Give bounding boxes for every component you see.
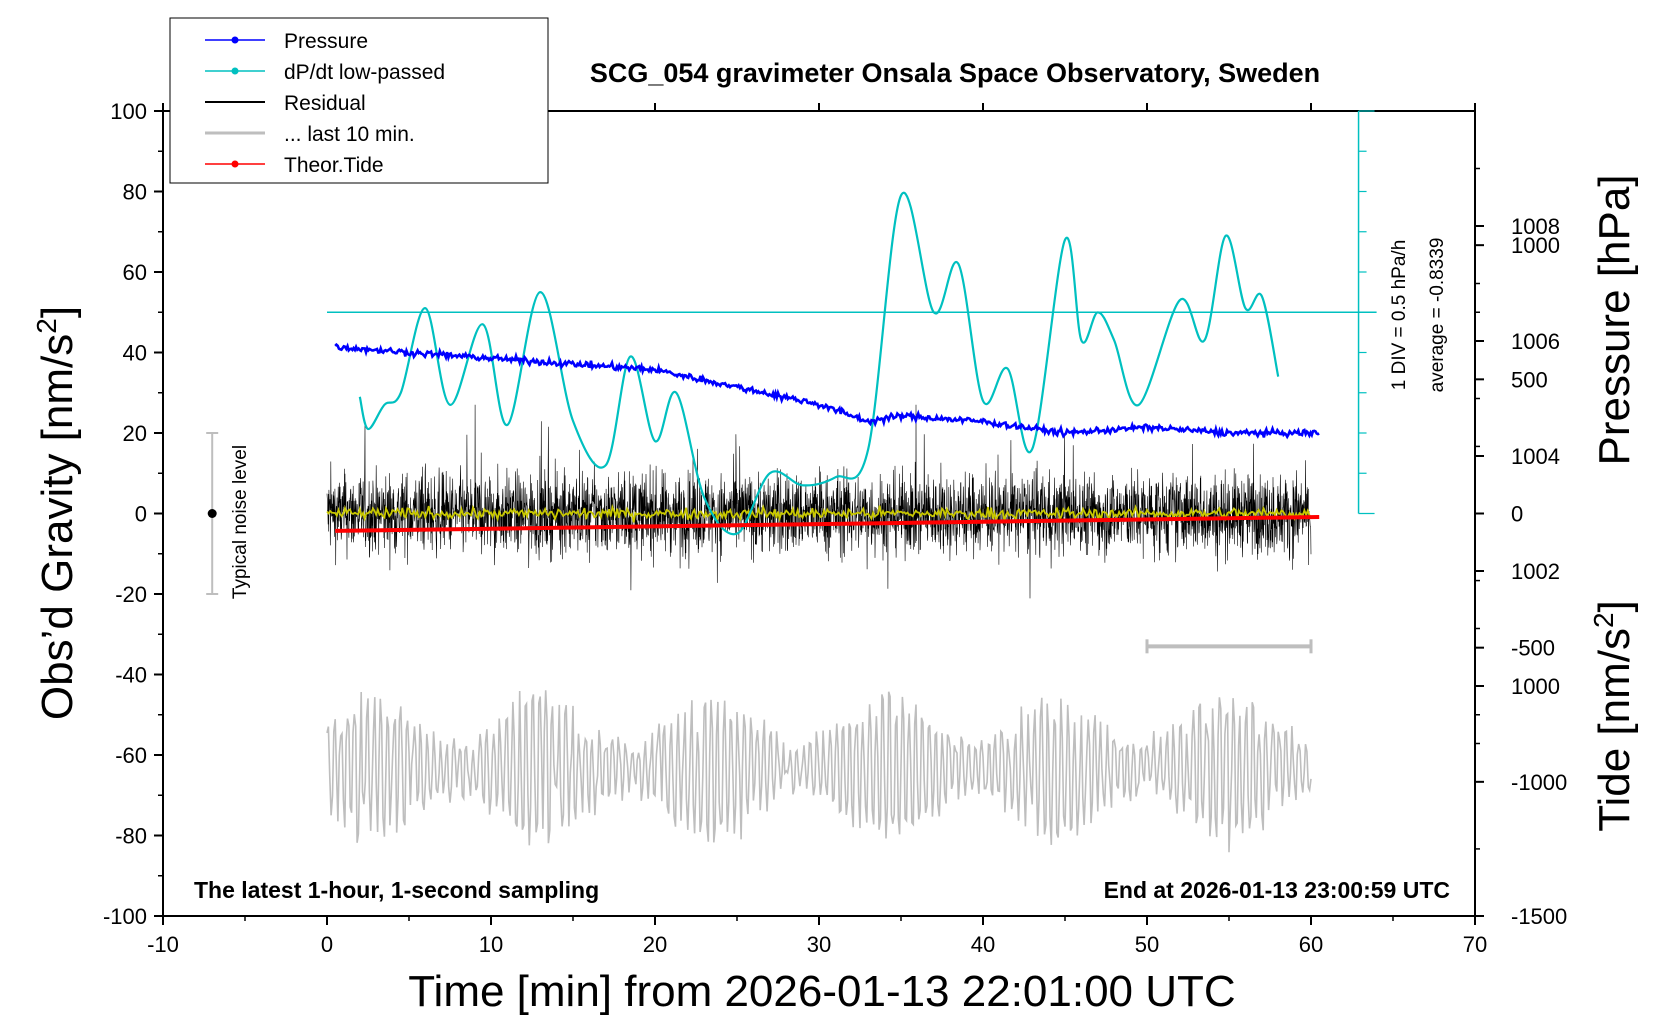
legend-dpdt-marker — [231, 67, 239, 75]
pressure-axis: 1000 1002 1004 1006 1008 — [1475, 167, 1560, 745]
y-axis-title-left-main: Obs’d Gravity [nm/s — [33, 334, 82, 720]
pressure-axis-title: Pressure [hPa] — [1590, 174, 1639, 465]
x-tick-label: 0 — [321, 932, 333, 957]
y-tick-label: -100 — [103, 904, 147, 929]
annotation-left: The latest 1-hour, 1-second sampling — [194, 877, 599, 903]
pressure-series — [334, 342, 1320, 440]
y-tick-label: -60 — [115, 743, 147, 768]
x-tick-label: -10 — [147, 932, 179, 957]
pressure-tick-label: 1000 — [1511, 674, 1560, 699]
tide-tick-label: 500 — [1511, 367, 1548, 392]
legend-tide-marker — [231, 160, 239, 168]
dpdt-series — [358, 191, 1280, 536]
legend-box — [169, 17, 549, 184]
x-tick-label: 60 — [1299, 932, 1323, 957]
y-axis-left: -100 -80 -60 -40 -20 0 20 40 60 80 100 — [103, 99, 163, 929]
tide-axis-title-end: ] — [1590, 600, 1639, 612]
x-tick-label: 10 — [479, 932, 503, 957]
x-tick-label: 40 — [971, 932, 995, 957]
pressure-tick-label: 1002 — [1511, 559, 1560, 584]
x-tick-label: 30 — [807, 932, 831, 957]
theoretical-tide-series — [335, 515, 1320, 533]
pressure-tick-label: 1004 — [1511, 444, 1560, 469]
y-axis-title-left: Obs’d Gravity [nm/s2] — [31, 306, 82, 720]
tide-axis-title-sup: 2 — [1588, 612, 1619, 628]
x-tick-label: 20 — [643, 932, 667, 957]
y-tick-label: -80 — [115, 824, 147, 849]
x-axis-title: Time [min] from 2026-01-13 22:01:00 UTC — [408, 967, 1235, 1016]
y-tick-label: -40 — [115, 663, 147, 688]
annotation-right: End at 2026-01-13 23:00:59 UTC — [1104, 877, 1450, 903]
y-tick-label: 0 — [135, 502, 147, 527]
tide-tick-label: -1000 — [1511, 770, 1567, 795]
dpdt-average-label: average = -0.8339 — [1427, 238, 1448, 393]
y-axis-title-left-end: ] — [33, 306, 82, 318]
pressure-tick-label: 1008 — [1511, 214, 1560, 239]
residual-series — [326, 404, 1312, 599]
tide-tick-label: -500 — [1511, 636, 1555, 661]
y-tick-label: 80 — [123, 180, 147, 205]
x-tick-label: 50 — [1135, 932, 1159, 957]
series-layer — [206, 110, 1377, 853]
noise-bar-center-dot — [207, 509, 217, 518]
legend: Pressure dP/dt low-passed Residual ... l… — [169, 17, 549, 184]
tide-axis-title-main: Tide [nm/s — [1590, 628, 1639, 832]
tide-tick-label: 0 — [1511, 502, 1523, 527]
legend-last10-label: ... last 10 min. — [284, 123, 415, 146]
y-tick-label: -20 — [115, 582, 147, 607]
legend-tide-label: Theor.Tide — [284, 154, 384, 177]
dpdt-div-label: 1 DIV = 0.5 hPa/h — [1389, 240, 1410, 391]
y-tick-label: 100 — [110, 99, 147, 124]
noise-level-label: Typical noise level — [230, 445, 251, 599]
x-axis: -10 0 10 20 30 40 50 60 70 — [147, 103, 1487, 957]
x-tick-label: 70 — [1463, 932, 1487, 957]
tide-tick-label: 1000 — [1511, 233, 1560, 258]
chart-title: SCG_054 gravimeter Onsala Space Observat… — [590, 58, 1320, 88]
tide-axis: -1500 -1000 -500 0 500 1000 — [1475, 233, 1567, 929]
tide-axis-title: Tide [nm/s2] — [1588, 600, 1639, 832]
legend-dpdt-label: dP/dt low-passed — [284, 61, 445, 84]
last-10-min-series — [326, 690, 1312, 853]
residual-smoothed-series — [326, 503, 1312, 523]
y-axis-title-left-sup: 2 — [31, 318, 62, 334]
legend-pressure-label: Pressure — [284, 30, 368, 53]
pressure-tick-label: 1006 — [1511, 329, 1560, 354]
y-tick-label: 60 — [123, 260, 147, 285]
y-tick-label: 20 — [123, 421, 147, 446]
legend-residual-label: Residual — [284, 92, 366, 115]
tide-tick-label: -1500 — [1511, 904, 1567, 929]
y-tick-label: 40 — [123, 341, 147, 366]
legend-pressure-marker — [231, 36, 239, 44]
